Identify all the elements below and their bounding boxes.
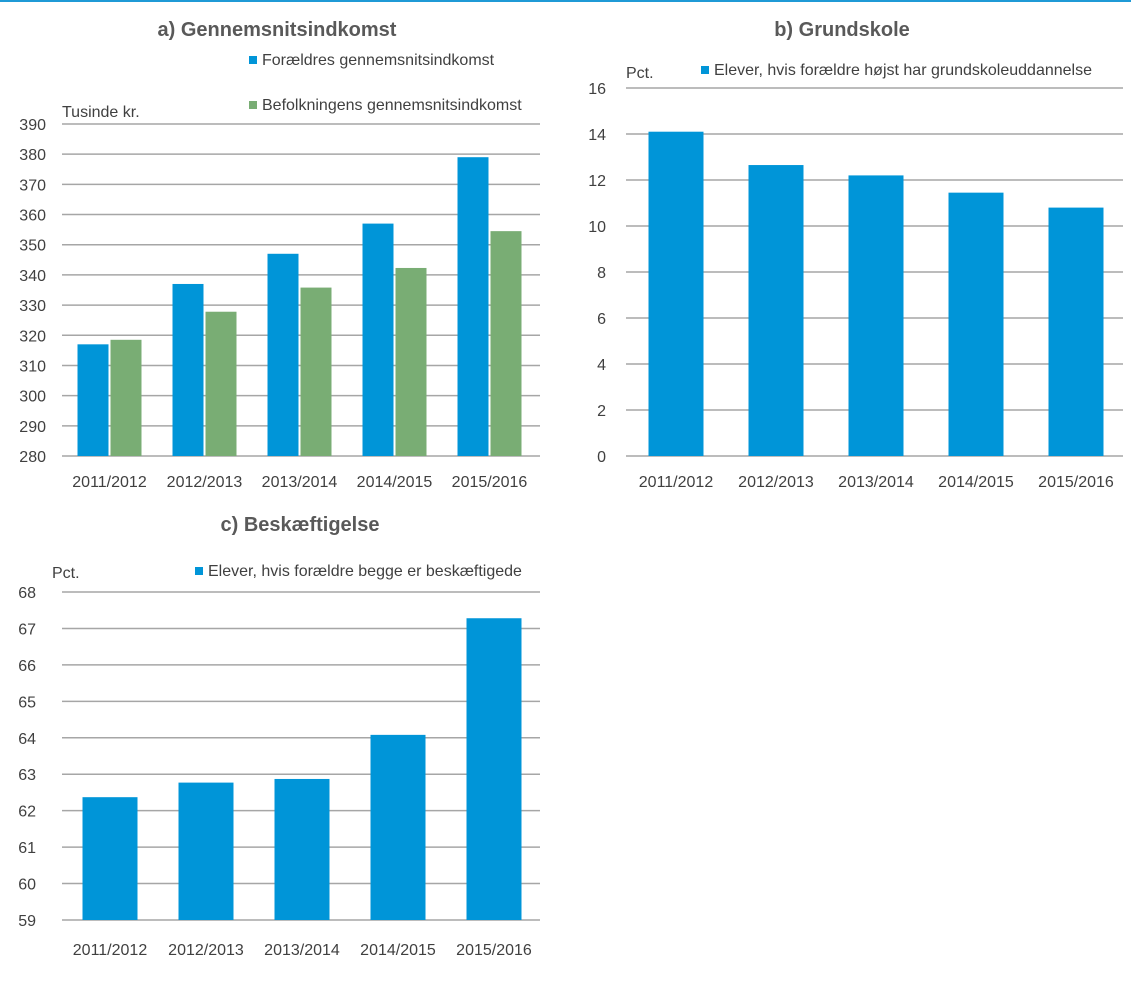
chart-2-y-tick-label: 14 bbox=[588, 127, 606, 144]
chart-1-bar-series2 bbox=[300, 287, 332, 456]
chart-3-y-tick-label: 62 bbox=[18, 804, 36, 821]
chart-1-legend-label: Forældres gennemsnitsindkomst bbox=[262, 52, 495, 69]
chart-1-y-tick-label: 320 bbox=[19, 328, 46, 345]
chart-1-y-tick-label: 360 bbox=[19, 208, 46, 225]
chart-3-unit-label: Pct. bbox=[52, 565, 80, 582]
chart-2-bar-series1 bbox=[848, 175, 904, 456]
chart-2-bar-series1 bbox=[948, 192, 1004, 456]
chart-2-x-tick-label: 2013/2014 bbox=[838, 474, 914, 491]
chart-1-bar-series1 bbox=[457, 157, 489, 456]
chart-2-unit-label: Pct. bbox=[626, 65, 654, 82]
chart-1-bar-series2 bbox=[110, 339, 142, 456]
chart-1-y-tick-label: 280 bbox=[19, 449, 46, 466]
chart-3-y-tick-label: 59 bbox=[18, 913, 36, 930]
chart-1-bar-series1 bbox=[267, 253, 299, 456]
chart-2-bar-series1 bbox=[648, 131, 704, 456]
chart-2-legend-swatch bbox=[701, 66, 709, 74]
chart-3-x-tick-label: 2014/2015 bbox=[360, 942, 436, 959]
chart-1-bar-series1 bbox=[362, 223, 394, 456]
chart-3-y-tick-label: 64 bbox=[18, 731, 36, 748]
chart-3-x-tick-label: 2012/2013 bbox=[168, 942, 244, 959]
chart-1-bar-series2 bbox=[205, 311, 237, 456]
chart-1-y-tick-label: 370 bbox=[19, 177, 46, 194]
chart-3-bar-series1 bbox=[82, 797, 138, 920]
chart-2-y-tick-label: 0 bbox=[597, 449, 606, 466]
chart-2-legend-label: Elever, hvis forældre højst har grundsko… bbox=[714, 62, 1092, 79]
chart-2-bar-series1 bbox=[748, 165, 804, 457]
chart-2-x-tick-label: 2014/2015 bbox=[938, 474, 1014, 491]
chart-1-y-tick-label: 390 bbox=[19, 117, 46, 134]
chart-3-y-tick-label: 61 bbox=[18, 840, 36, 857]
chart-2-y-tick-label: 2 bbox=[597, 403, 606, 420]
chart-3-y-tick-label: 65 bbox=[18, 694, 36, 711]
chart-2-title: b) Grundskole bbox=[774, 19, 910, 41]
chart-3-y-tick-label: 67 bbox=[18, 621, 36, 638]
chart-3-legend-label: Elever, hvis forældre begge er beskæftig… bbox=[208, 563, 522, 580]
chart-1-y-tick-label: 300 bbox=[19, 389, 46, 406]
chart-1-y-tick-label: 380 bbox=[19, 147, 46, 164]
chart-3-x-tick-label: 2013/2014 bbox=[264, 942, 340, 959]
chart-1-x-tick-label: 2013/2014 bbox=[262, 474, 338, 491]
chart-3-bar-series1 bbox=[178, 782, 234, 920]
chart-1-title: a) Gennemsnitsindkomst bbox=[158, 19, 397, 41]
chart-3-y-tick-label: 60 bbox=[18, 877, 36, 894]
chart-1-bar-series2 bbox=[395, 267, 427, 456]
chart-3-bar-series1 bbox=[466, 618, 522, 920]
chart-3-x-tick-label: 2015/2016 bbox=[456, 942, 532, 959]
chart-1-y-tick-label: 290 bbox=[19, 419, 46, 436]
chart-1-unit-label: Tusinde kr. bbox=[62, 104, 140, 121]
chart-1-y-tick-label: 340 bbox=[19, 268, 46, 285]
chart-2-y-tick-label: 6 bbox=[597, 311, 606, 328]
chart-3-bar-series1 bbox=[370, 734, 426, 920]
chart-3-bar-series1 bbox=[274, 778, 330, 920]
chart-2-y-tick-label: 16 bbox=[588, 81, 606, 98]
chart-2-x-tick-label: 2015/2016 bbox=[1038, 474, 1114, 491]
chart-1-y-tick-label: 310 bbox=[19, 358, 46, 375]
chart-1-legend-swatch bbox=[249, 101, 257, 109]
chart-2-x-tick-label: 2012/2013 bbox=[738, 474, 814, 491]
chart-1-x-tick-label: 2014/2015 bbox=[357, 474, 433, 491]
chart-2-y-tick-label: 8 bbox=[597, 265, 606, 282]
chart-1-x-tick-label: 2015/2016 bbox=[452, 474, 528, 491]
chart-1-x-tick-label: 2012/2013 bbox=[167, 474, 243, 491]
chart-1-x-tick-label: 2011/2012 bbox=[72, 474, 147, 491]
chart-3-legend-swatch bbox=[195, 567, 203, 575]
chart-1-y-tick-label: 330 bbox=[19, 298, 46, 315]
chart-1-bar-series2 bbox=[490, 231, 522, 456]
chart-2-y-tick-label: 12 bbox=[588, 173, 606, 190]
chart-2-y-tick-label: 4 bbox=[597, 357, 606, 374]
chart-3-title: c) Beskæftigelse bbox=[221, 514, 380, 536]
chart-2-bar-series1 bbox=[1048, 207, 1104, 456]
chart-1-legend-swatch bbox=[249, 56, 257, 64]
chart-2-x-tick-label: 2011/2012 bbox=[639, 474, 714, 491]
chart-3-y-tick-label: 63 bbox=[18, 767, 36, 784]
chart-1-bar-series1 bbox=[77, 344, 109, 456]
chart-3-x-tick-label: 2011/2012 bbox=[73, 942, 148, 959]
top-accent-line bbox=[0, 0, 1131, 2]
chart-1-y-tick-label: 350 bbox=[19, 238, 46, 255]
chart-3-y-tick-label: 68 bbox=[18, 585, 36, 602]
chart-3-y-tick-label: 66 bbox=[18, 658, 36, 675]
chart-2-y-tick-label: 10 bbox=[588, 219, 606, 236]
chart-1-bar-series1 bbox=[172, 283, 204, 456]
chart-1-legend-label: Befolkningens gennemsnitsindkomst bbox=[262, 97, 522, 114]
